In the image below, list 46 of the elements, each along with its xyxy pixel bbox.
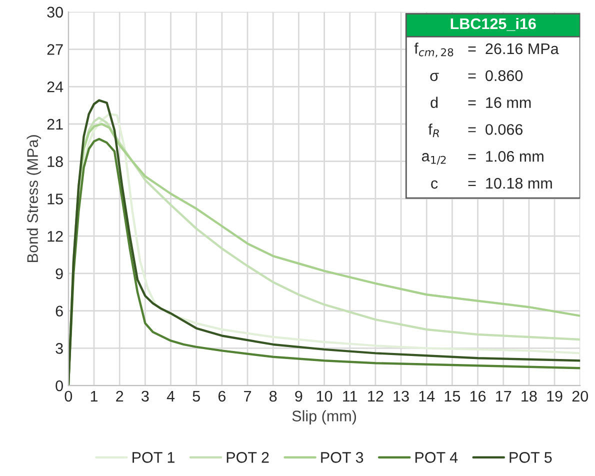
- y-tick-label: 3: [56, 343, 63, 354]
- x-tick-label: 11: [343, 390, 358, 402]
- text: d = 16 mm: [430, 96, 531, 108]
- x-tick-label: 8: [270, 390, 277, 402]
- x-tick-label: 5: [192, 390, 200, 402]
- legend-label: POT 2: [226, 452, 269, 463]
- x-tick-label: 3: [142, 390, 149, 402]
- text: c = 10.18 mm: [431, 178, 552, 189]
- text: f$_{R}$ = 0.066: [428, 124, 523, 138]
- x-tick-label: 15: [444, 390, 460, 402]
- legend-label: POT 4: [415, 452, 458, 463]
- x-tick-label: 17: [496, 390, 512, 402]
- y-tick-label: 0: [56, 380, 63, 392]
- x-tick-label: 0: [64, 390, 72, 402]
- text: σ = 0.860: [430, 70, 523, 82]
- x-axis-title: Slip (mm): [292, 410, 356, 424]
- x-tick-label: 13: [394, 390, 409, 402]
- x-tick-label: 4: [166, 390, 175, 402]
- y-tick-label: 9: [56, 268, 63, 280]
- y-tick-label: 24: [47, 82, 64, 92]
- y-tick-label: 18: [48, 156, 63, 168]
- y-tick-label: 21: [47, 118, 63, 130]
- x-tick-label: 20: [572, 390, 588, 402]
- y-axis-title: Bond Stress (MPa): [26, 135, 42, 262]
- legend-label: POT 3: [321, 452, 364, 463]
- y-tick-label: 30: [47, 6, 63, 18]
- x-tick-label: 6: [218, 390, 226, 402]
- x-tick-label: 19: [547, 390, 562, 402]
- x-tick-label: 18: [522, 390, 537, 402]
- text: a$_{1/2}$ = 1.06 mm: [422, 150, 544, 165]
- y-tick-label: 6: [56, 306, 63, 317]
- x-tick-label: 12: [368, 390, 384, 402]
- x-tick-label: 14: [419, 390, 435, 402]
- y-tick-label: 12: [48, 230, 63, 242]
- x-tick-label: 16: [470, 390, 486, 402]
- x-tick-label: 9: [295, 390, 302, 402]
- y-tick-label: 15: [48, 194, 63, 204]
- y-tick-label: 27: [47, 44, 63, 55]
- x-tick-label: 10: [316, 390, 332, 402]
- x-tick-label: 1: [90, 390, 98, 402]
- legend-label: POT 1: [132, 452, 174, 463]
- text: f$_{cm,28}$ = 26.16 MPa: [414, 42, 559, 58]
- annotation: LBC125_i16: [450, 18, 536, 31]
- x-tick-label: 2: [116, 390, 124, 402]
- legend-label: POT 5: [510, 452, 552, 463]
- x-tick-label: 7: [244, 390, 251, 402]
